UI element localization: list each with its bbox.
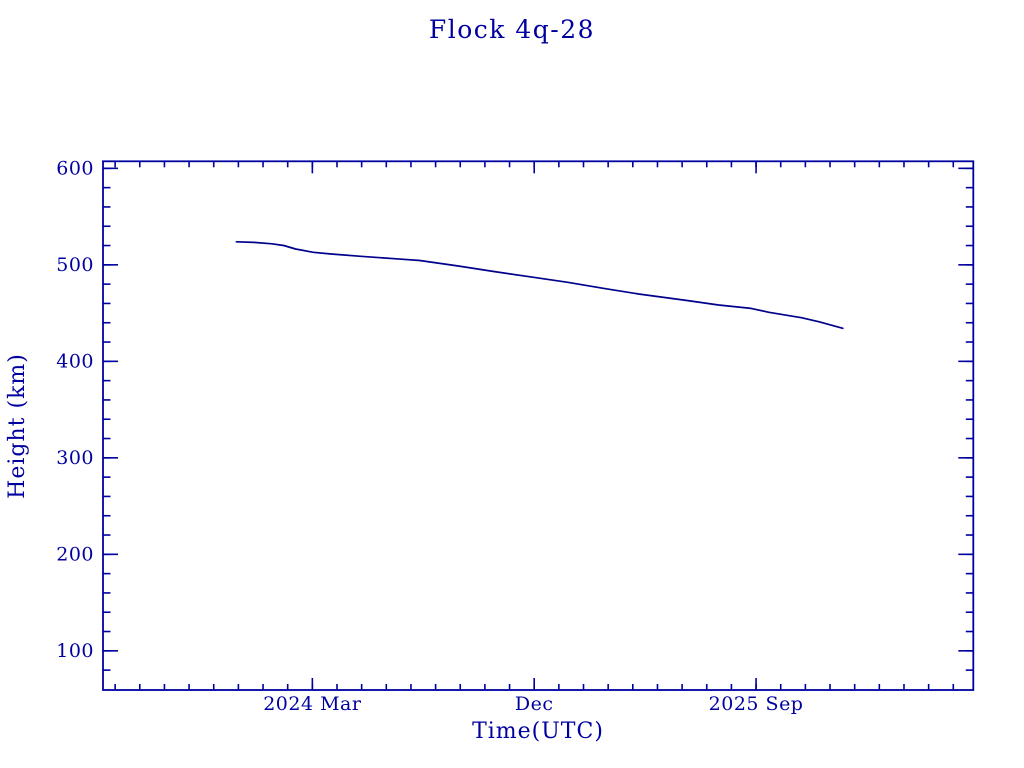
y-tick-label: 300 xyxy=(56,447,94,469)
x-axis-tick-labels: 2024 Mar Dec 2025 Sep xyxy=(263,693,803,715)
x-major-ticks xyxy=(311,161,757,690)
x-tick-label: 2025 Sep xyxy=(709,693,804,715)
y-tick-label: 500 xyxy=(56,254,94,276)
y-tick-label: 400 xyxy=(56,350,94,372)
y-tick-label: 100 xyxy=(56,640,94,662)
x-minor-ticks xyxy=(114,161,955,690)
plot-border xyxy=(102,160,975,691)
y-tick-label: 200 xyxy=(56,543,94,565)
y-tick-label: 600 xyxy=(56,157,94,179)
y-axis-tick-labels: 100 200 300 400 500 600 xyxy=(56,157,94,662)
y-minor-ticks xyxy=(103,167,974,671)
chart-title: Flock 4q-28 xyxy=(429,15,595,44)
x-tick-label: 2024 Mar xyxy=(263,693,362,715)
x-axis-title: Time(UTC) xyxy=(472,719,604,744)
x-tick-label: Dec xyxy=(515,693,554,715)
y-axis-title: Height (km) xyxy=(5,353,30,499)
data-series-line xyxy=(235,240,844,330)
y-major-ticks xyxy=(103,167,974,652)
